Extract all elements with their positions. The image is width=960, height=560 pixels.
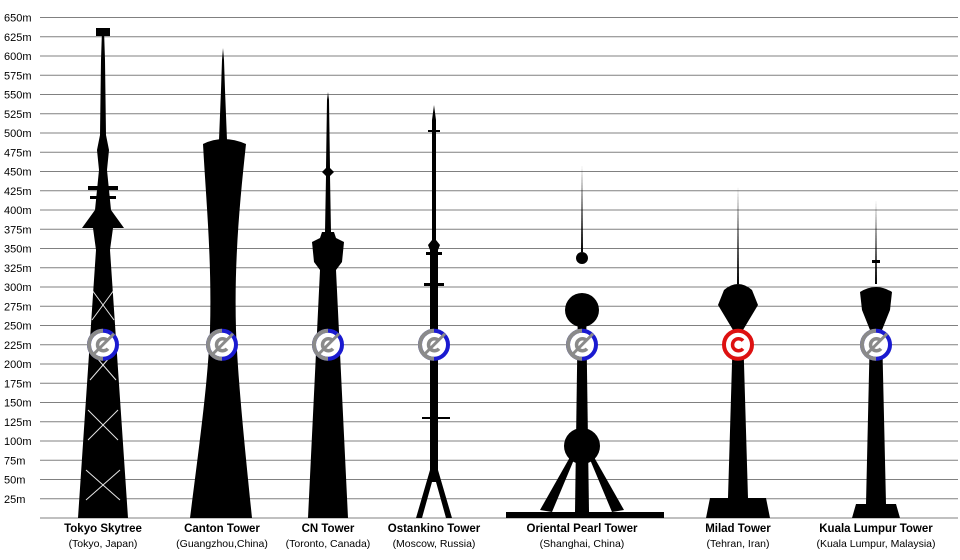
height-tick-label: 275m	[4, 301, 32, 313]
license-badges	[87, 328, 892, 361]
tower-location: (Toronto, Canada)	[286, 538, 371, 550]
height-tick-label: 75m	[4, 455, 25, 467]
height-tick-label: 25m	[4, 494, 25, 506]
height-tick-label: 650m	[4, 13, 32, 25]
height-tick-label: 525m	[4, 109, 32, 121]
public-domain-icon	[206, 328, 238, 361]
tower-name: Milad Tower	[705, 523, 771, 535]
tower-name: Canton Tower	[184, 523, 260, 535]
milad-tower-silhouette	[706, 186, 770, 518]
ostankino-tower-silhouette	[416, 105, 452, 518]
tower-name: Oriental Pearl Tower	[527, 523, 639, 535]
height-axis-labels: 25m 50m 75m 100m 125m 150m 175m 200m 225m 250m 275…	[4, 13, 32, 506]
public-domain-icon	[312, 328, 344, 361]
height-tick-label: 150m	[4, 398, 32, 410]
height-gridlines	[40, 17, 958, 519]
height-tick-label: 375m	[4, 224, 32, 236]
tower-name: Ostankino Tower	[388, 523, 481, 535]
tower-name: CN Tower	[302, 523, 355, 535]
tower-labels: Tokyo Skytree (Tokyo, Japan) Canton Tower (…	[64, 523, 935, 550]
height-tick-label: 625m	[4, 32, 32, 44]
height-tick-label: 600m	[4, 51, 32, 63]
public-domain-icon	[860, 328, 892, 361]
height-tick-label: 175m	[4, 378, 32, 390]
height-tick-label: 550m	[4, 90, 32, 102]
height-tick-label: 200m	[4, 359, 32, 371]
height-tick-label: 225m	[4, 340, 32, 352]
height-tick-label: 450m	[4, 167, 32, 179]
height-tick-label: 425m	[4, 186, 32, 198]
height-tick-label: 350m	[4, 244, 32, 256]
tower-name: Tokyo Skytree	[64, 523, 142, 535]
tower-name: Kuala Lumpur Tower	[819, 523, 933, 535]
public-domain-icon	[87, 328, 119, 361]
copyright-icon	[722, 328, 754, 361]
height-tick-label: 100m	[4, 436, 32, 448]
height-tick-label: 50m	[4, 475, 25, 487]
tower-location: (Tokyo, Japan)	[69, 538, 138, 550]
height-tick-label: 475m	[4, 147, 32, 159]
public-domain-icon	[566, 328, 598, 361]
height-tick-label: 125m	[4, 417, 32, 429]
tower-location: (Moscow, Russia)	[393, 538, 476, 550]
public-domain-icon	[418, 328, 450, 361]
tower-silhouettes	[78, 28, 900, 518]
tokyo-skytree-silhouette	[78, 28, 128, 518]
kuala-lumpur-tower-silhouette	[852, 200, 900, 518]
height-tick-label: 575m	[4, 70, 32, 82]
tower-location: (Tehran, Iran)	[706, 538, 769, 550]
height-tick-label: 250m	[4, 321, 32, 333]
tower-location: (Kuala Lumpur, Malaysia)	[816, 538, 935, 550]
height-tick-label: 300m	[4, 282, 32, 294]
tower-location: (Guangzhou,China)	[176, 538, 268, 550]
height-tick-label: 500m	[4, 128, 32, 140]
canton-tower-silhouette	[190, 48, 252, 518]
height-tick-label: 325m	[4, 263, 32, 275]
height-tick-label: 400m	[4, 205, 32, 217]
cn-tower-silhouette	[308, 92, 348, 518]
tower-location: (Shanghai, China)	[540, 538, 625, 550]
